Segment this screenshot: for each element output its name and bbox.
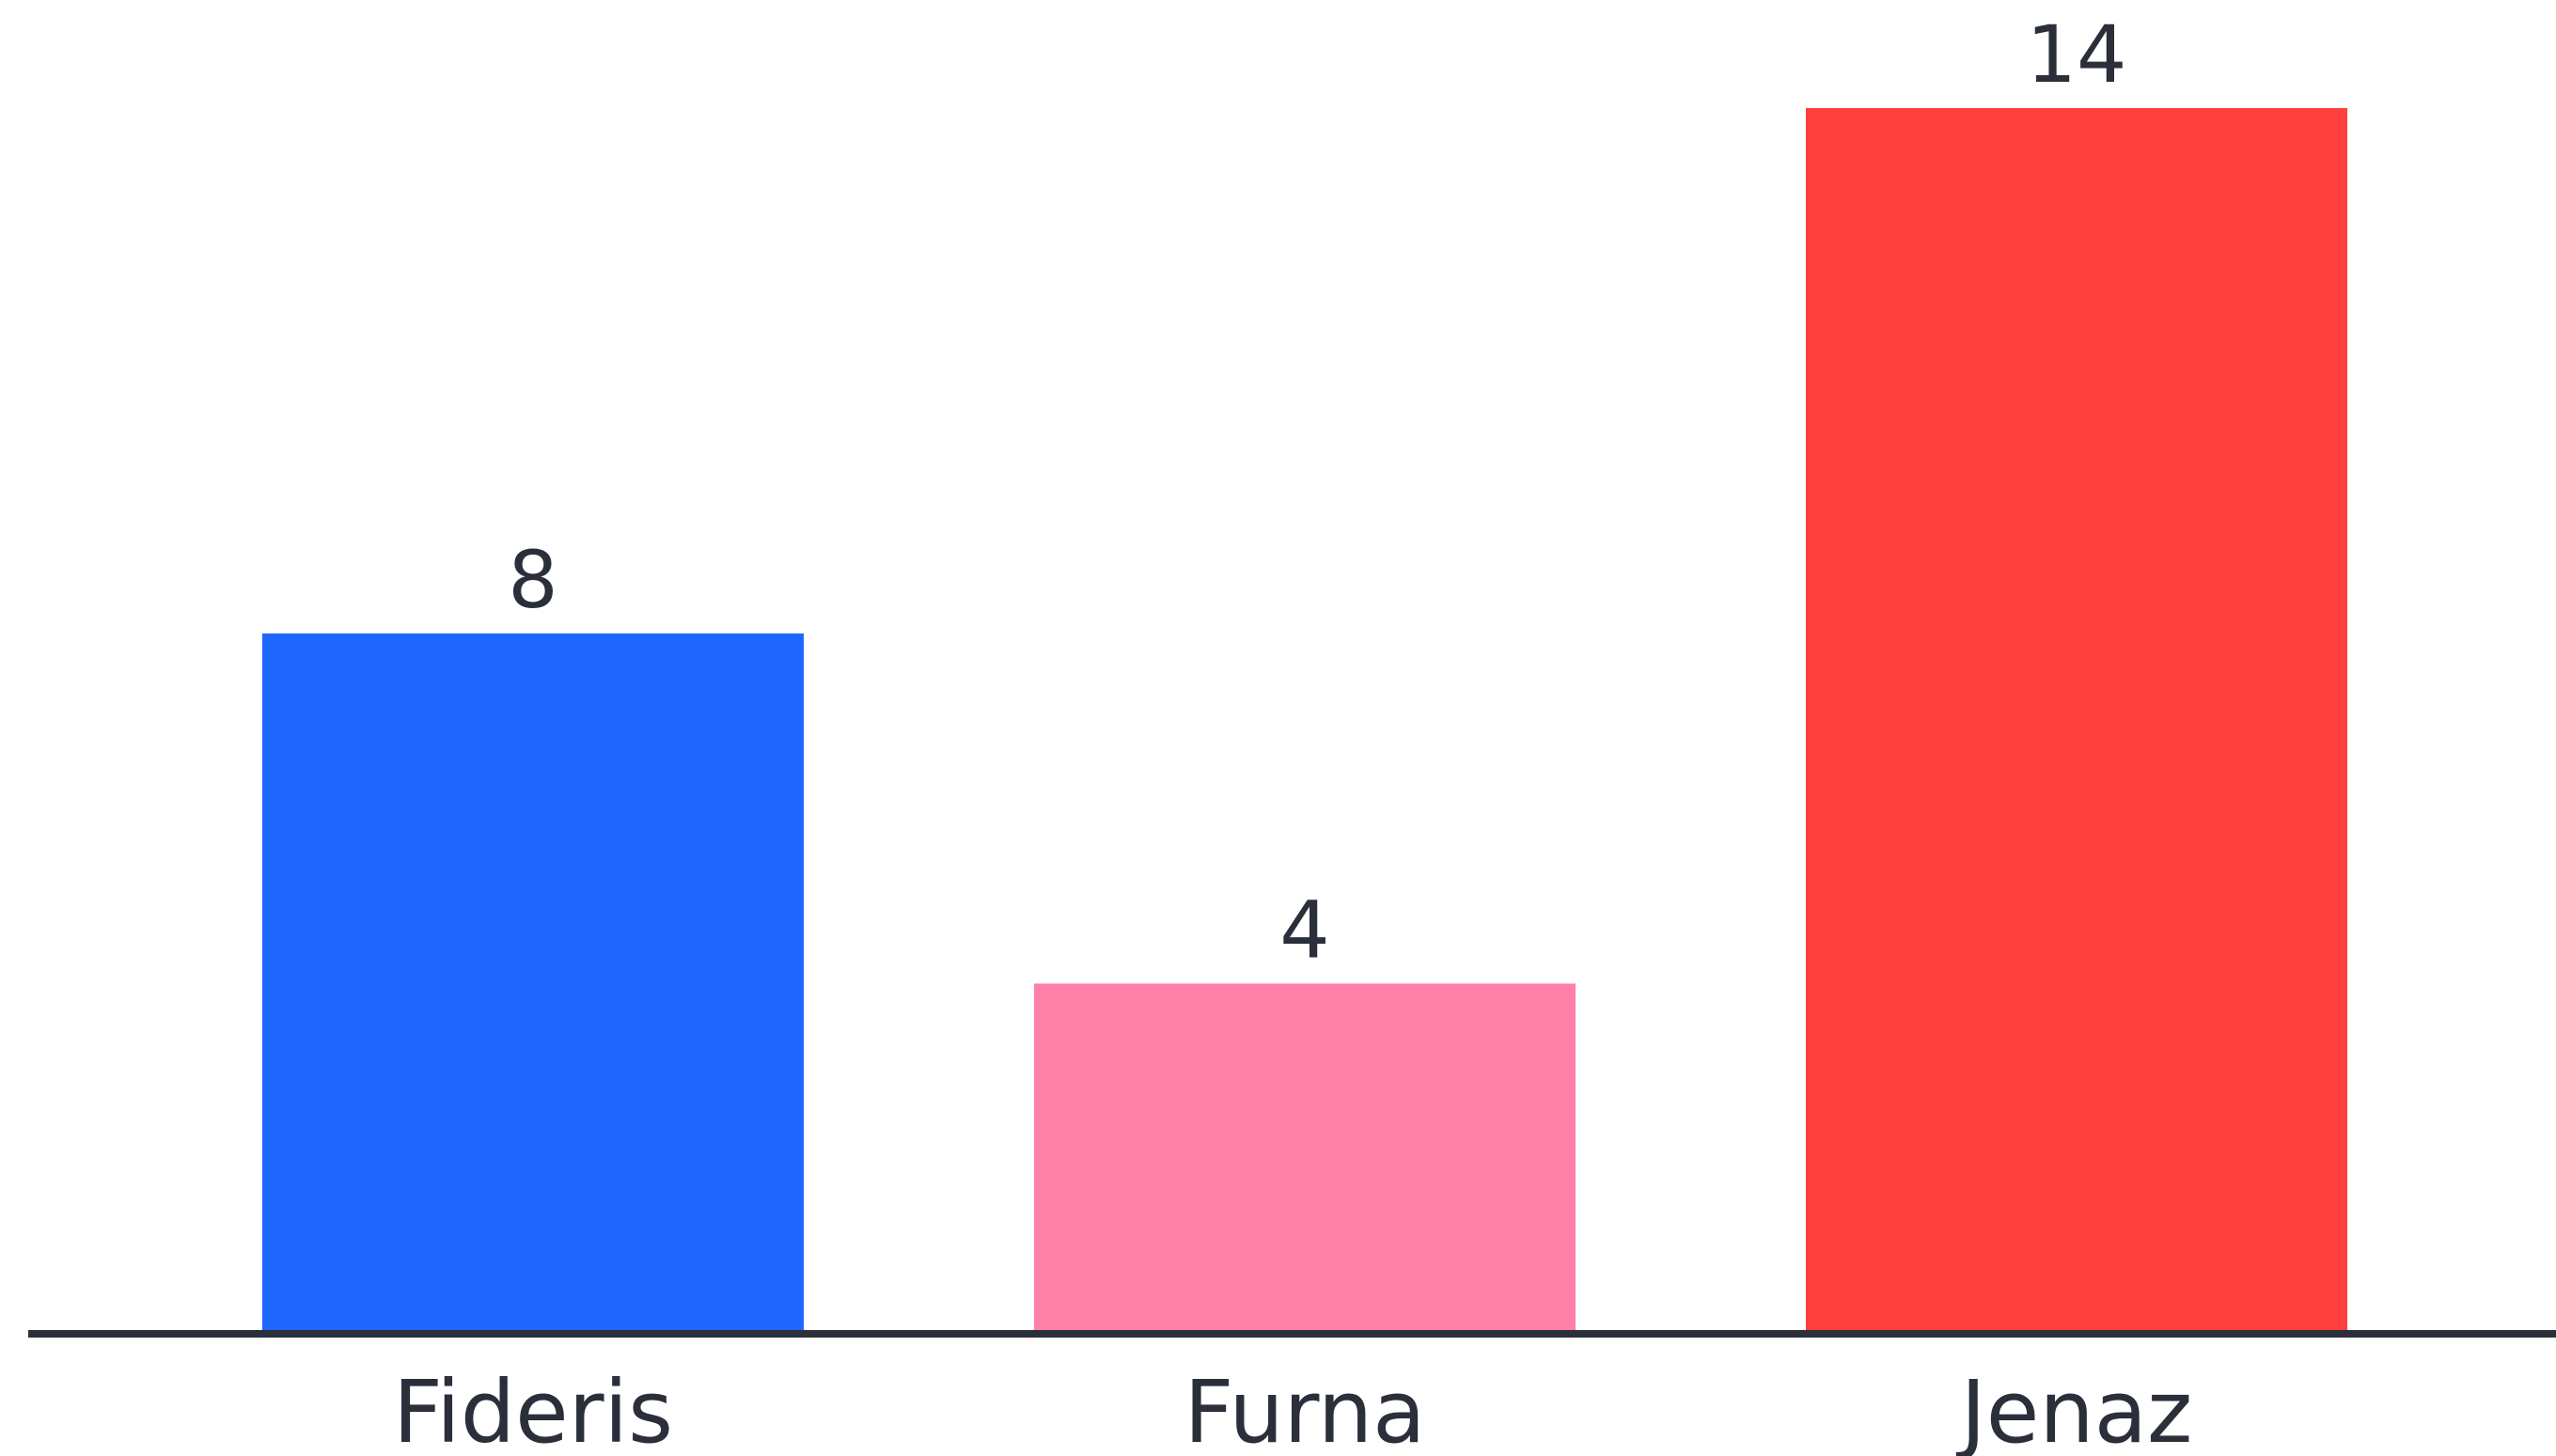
value-label-furna: 4 [1279,884,1329,976]
bar-jenaz [1806,108,2347,1334]
category-labels-group: Fideris Furna Jenaz [393,1362,2192,1456]
category-label-fideris: Fideris [393,1362,673,1456]
bars-group [262,108,2347,1334]
bar-fideris [262,633,804,1334]
category-label-furna: Furna [1184,1362,1425,1456]
category-label-jenaz: Jenaz [1956,1362,2193,1456]
value-labels-group: 8 4 14 [508,8,2126,976]
value-label-fideris: 8 [508,534,557,626]
bar-furna [1034,983,1576,1334]
value-label-jenaz: 14 [2027,8,2127,101]
